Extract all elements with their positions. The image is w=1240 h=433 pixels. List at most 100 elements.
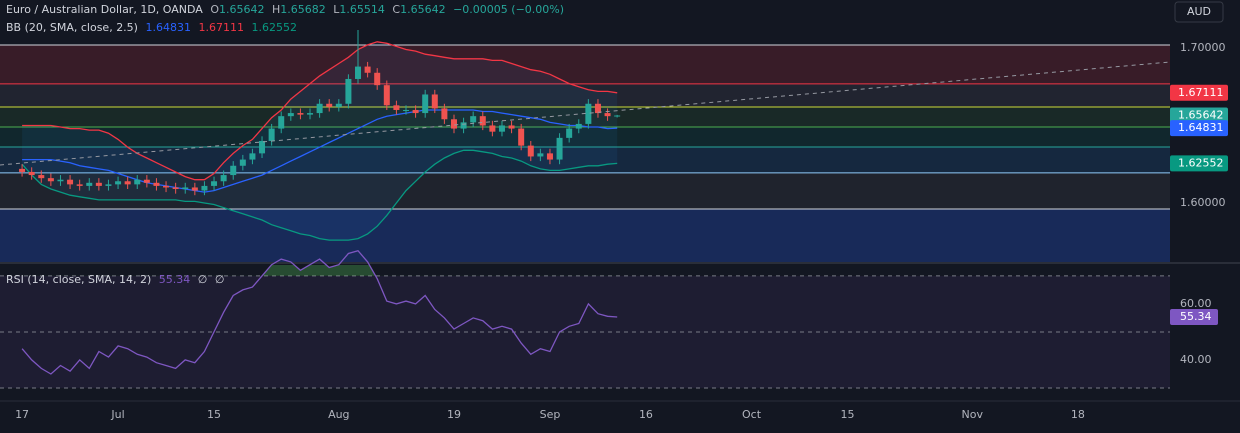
candle-body: [191, 187, 198, 191]
y-tick-label: 60.00: [1180, 297, 1212, 310]
candle-body: [124, 181, 131, 185]
price-tag-label: 1.67111: [1178, 86, 1224, 99]
candle-body: [431, 94, 438, 109]
x-tick-label: 16: [639, 408, 653, 421]
ohlc-value: 1.65682: [280, 3, 326, 16]
price-tag: [1170, 120, 1228, 137]
ohlc-key: H: [271, 3, 281, 16]
level-zone: [0, 147, 1170, 173]
band-fill: [22, 41, 618, 241]
candle-body: [498, 125, 505, 132]
candle-body: [345, 78, 352, 104]
candle-body: [355, 66, 362, 79]
candle-body: [182, 187, 189, 190]
candle-body: [383, 85, 390, 106]
candle-body: [527, 145, 534, 157]
candle-body: [614, 115, 621, 117]
candle-body: [143, 179, 150, 183]
candle-body: [594, 103, 601, 114]
candle-body: [316, 103, 323, 114]
y-tick-label: 1.60000: [1180, 196, 1226, 209]
candle-body: [287, 113, 294, 117]
candle-body: [364, 66, 371, 73]
bb-value: 1.67111: [198, 21, 244, 34]
candle-body: [402, 109, 409, 111]
candle-body: [230, 165, 237, 176]
level-zone: [0, 107, 1170, 128]
candle-body: [537, 153, 544, 157]
currency-box[interactable]: [1174, 1, 1224, 23]
candle-body: [172, 187, 179, 190]
bb-legend: BB (20, SMA, close, 2.5) 1.64831 1.67111…: [6, 21, 301, 34]
x-tick-label: Jul: [110, 408, 124, 421]
ohlc-key: C: [392, 3, 401, 16]
candle-body: [57, 179, 64, 182]
rsi-legend: RSI (14, close, SMA, 14, 2) 55.34 ∅ ∅: [6, 273, 228, 286]
candle-body: [268, 128, 275, 141]
bb-line: [22, 41, 618, 181]
y-tick-label: 1.70000: [1180, 41, 1226, 54]
candle-body: [28, 171, 35, 176]
rsi-title: RSI (14, close, SMA, 14, 2): [6, 273, 152, 286]
bb-line: [21, 149, 618, 241]
candle-body: [518, 128, 525, 146]
bb-line: [22, 109, 618, 193]
x-tick-label: 18: [1071, 408, 1085, 421]
candle-body: [422, 94, 429, 114]
candle-body: [220, 175, 227, 182]
candle-body: [546, 153, 553, 160]
candle-body: [239, 159, 246, 166]
price-tag-label: 1.62552: [1178, 156, 1224, 169]
bb-title: BB (20, SMA, close, 2.5): [6, 21, 138, 34]
rsi-tag: [1170, 308, 1218, 325]
candle-body: [86, 182, 93, 186]
price-pane: [0, 30, 1170, 262]
price-tag-label: 1.65642: [1178, 109, 1224, 122]
level-zone: [0, 208, 1170, 262]
candle-body: [335, 103, 342, 107]
candle-body: [153, 182, 160, 186]
candle-body: [211, 181, 218, 186]
candle-body: [163, 185, 170, 188]
candle-body: [566, 128, 573, 138]
ohlc-key: O: [210, 3, 219, 16]
price-tag: [1170, 155, 1228, 172]
ohlc-value: 1.65642: [218, 3, 265, 16]
overbought-fill: [22, 265, 618, 276]
candle-body: [115, 181, 122, 185]
candle-body: [393, 105, 400, 110]
candle-body: [297, 113, 304, 115]
candle-body: [412, 109, 419, 114]
candle-body: [134, 179, 141, 185]
bb-value: 1.62552: [251, 21, 297, 34]
candle-body: [19, 168, 26, 172]
rsi-line: [21, 249, 618, 375]
rsi-tag-label: 55.34: [1180, 310, 1212, 323]
ohlc-value: 1.65642: [400, 3, 446, 16]
candle-body: [450, 119, 457, 129]
candle-body: [479, 116, 486, 126]
bb-value: 1.64831: [145, 21, 191, 34]
candle-body: [374, 72, 381, 86]
level-zone: [0, 127, 1170, 148]
x-tick-label: Oct: [742, 408, 762, 421]
level-zone: [0, 83, 1170, 108]
trend-line: [0, 61, 1171, 166]
candle-body: [326, 103, 333, 107]
symbol-legend: Euro / Australian Dollar, 1D, OANDA O1.6…: [6, 3, 568, 16]
candle-body: [259, 140, 266, 154]
candle-body: [76, 184, 83, 186]
candle-body: [47, 178, 54, 182]
x-tick-label: Aug: [328, 408, 349, 421]
ohlc-value: 1.65514: [339, 3, 385, 16]
candle-body: [249, 153, 256, 160]
ohlc-key: L: [333, 3, 340, 16]
candle-body: [278, 116, 285, 129]
y-tick-label: 40.00: [1180, 353, 1212, 366]
x-tick-label: Sep: [540, 408, 561, 421]
x-tick-label: 19: [447, 408, 461, 421]
candle-body: [105, 184, 112, 186]
price-tag: [1170, 84, 1228, 101]
